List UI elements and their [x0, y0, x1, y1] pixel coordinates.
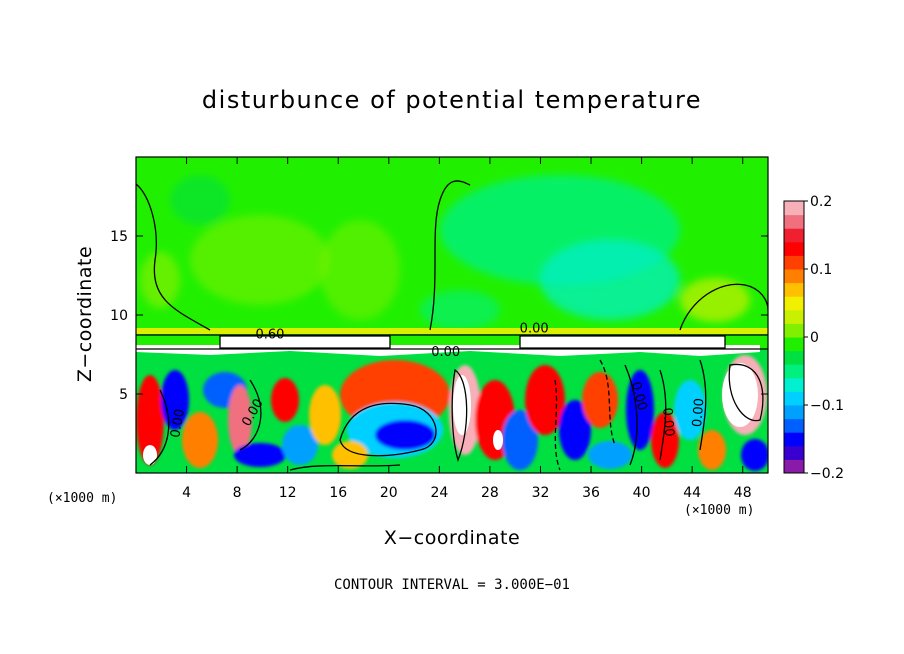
- colorbar-swatch-12: [784, 296, 804, 311]
- colorbar-swatch-15: [784, 255, 804, 270]
- colorbar-swatch-2: [784, 432, 804, 447]
- x-tick-label-5: 24: [430, 485, 448, 501]
- colorbar-swatch-16: [784, 241, 804, 256]
- y-tick-label-2: 15: [110, 229, 128, 245]
- colorbar-label-3: −0.1: [810, 398, 844, 414]
- x-axis-label: X−coordinate: [383, 527, 521, 549]
- contour-label-3: 0.00: [168, 408, 188, 439]
- colorbar-swatch-8: [784, 350, 804, 365]
- x-unit-left: (×1000 m): [47, 491, 118, 506]
- colorbar-swatch-18: [784, 214, 804, 229]
- upper-field: [140, 175, 750, 330]
- contour-lines: [136, 180, 768, 471]
- x-unit-right: (×1000 m): [684, 503, 755, 518]
- colorbar-label-2: 0: [810, 330, 819, 346]
- x-tick-label-0: 4: [182, 485, 191, 501]
- y-tick-label-1: 10: [110, 308, 128, 324]
- colorbar: 0.2 0.1 0 −0.1 −0.2: [783, 194, 844, 482]
- colorbar-swatch-7: [784, 364, 804, 379]
- colorbar-swatch-9: [784, 337, 804, 352]
- y-axis-label: Z−coordinate: [74, 245, 96, 383]
- y-tick-label-0: 5: [119, 387, 128, 403]
- colorbar-swatch-14: [784, 269, 804, 284]
- contour-label-0: 0.60: [256, 328, 285, 343]
- x-tick-label-9: 40: [633, 485, 651, 501]
- x-tick-label-7: 32: [532, 485, 550, 501]
- x-tick-label-10: 44: [683, 485, 701, 501]
- contour-label-6: 0.00: [659, 407, 676, 437]
- x-tick-label-4: 20: [380, 485, 398, 501]
- x-tick-label-2: 12: [279, 485, 297, 501]
- inversion-band: [136, 328, 768, 334]
- y-axis: 5 10 15: [110, 229, 768, 403]
- colorbar-swatch-17: [784, 228, 804, 243]
- contour-label-layer: 0.60 0.000.000.00 0.000.000.00 0.00: [168, 321, 707, 439]
- colorbar-swatch-11: [784, 309, 804, 324]
- x-tick-label-11: 48: [734, 485, 752, 501]
- x-tick-label-8: 36: [582, 485, 600, 501]
- colorbar-swatch-1: [784, 445, 804, 460]
- colorbar-swatch-10: [784, 323, 804, 338]
- contour-label-5: 0.00: [628, 380, 650, 412]
- contour-label-7: 0.00: [690, 398, 707, 428]
- colorbar-swatch-0: [784, 459, 804, 474]
- colorbar-label-4: −0.2: [810, 466, 844, 482]
- x-tick-label-3: 16: [329, 485, 347, 501]
- colorbar-swatch-5: [784, 391, 804, 406]
- chart-title: disturbunce of potential temperature: [201, 86, 703, 114]
- x-tick-label-1: 8: [233, 485, 242, 501]
- colorbar-swatch-19: [784, 201, 804, 216]
- contour-label-2: 0.00: [431, 345, 460, 360]
- contour-label-1: 0.00: [520, 321, 549, 336]
- colorbar-label-0: 0.2: [810, 194, 832, 210]
- colorbar-swatch-6: [784, 377, 804, 392]
- colorbar-swatch-13: [784, 282, 804, 297]
- x-tick-label-6: 28: [481, 485, 499, 501]
- x-axis: 4 8 12 16 20 24 28 32 36 40 44 48: [182, 157, 752, 501]
- contour-interval-note: CONTOUR INTERVAL = 3.000E−01: [333, 577, 570, 593]
- plot-area: [136, 157, 768, 473]
- colorbar-swatch-4: [784, 405, 804, 420]
- colorbar-label-1: 0.1: [810, 262, 832, 278]
- colorbar-swatch-3: [784, 418, 804, 433]
